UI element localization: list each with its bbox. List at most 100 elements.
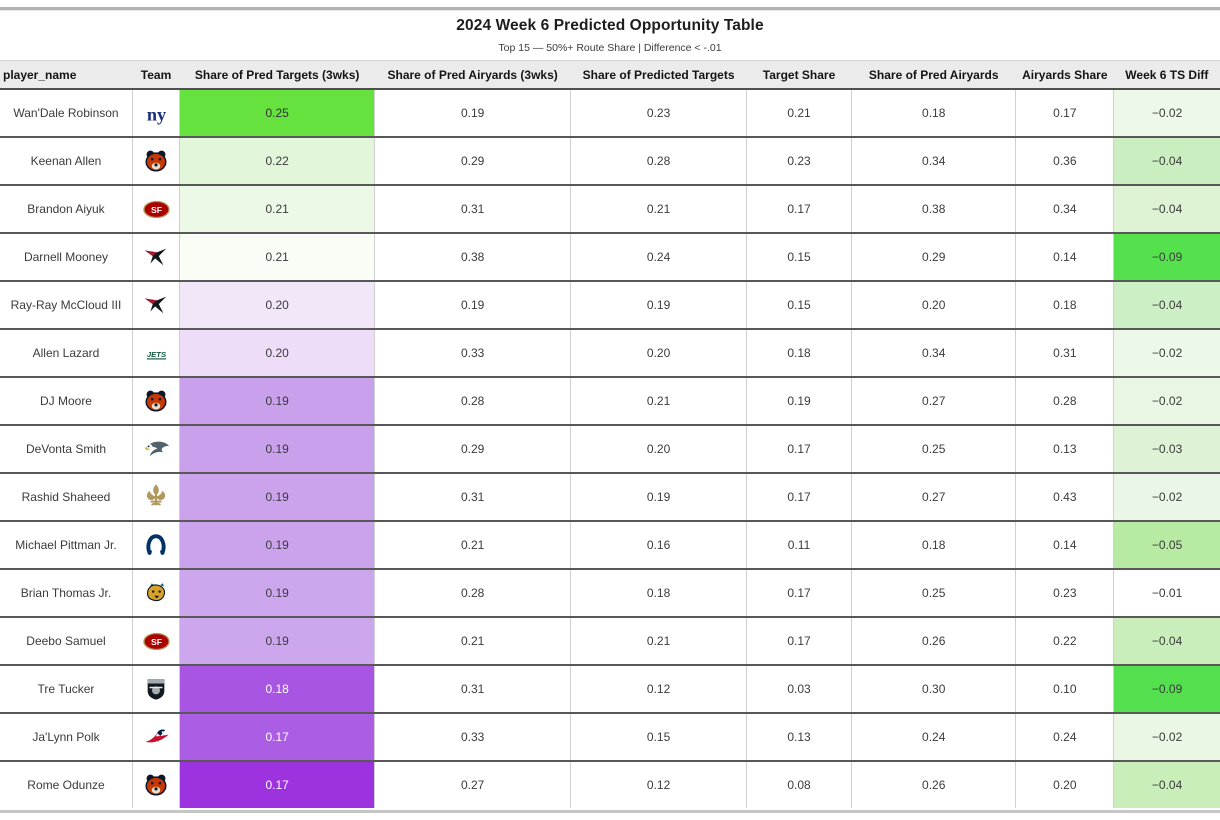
column-header-share-pred-airyards: Share of Pred Airyards — [851, 60, 1016, 90]
pred-airyards-3wks-cell: 0.31 — [374, 472, 571, 521]
target-share-cell: 0.13 — [746, 712, 852, 761]
pred-airyards-3wks-cell: 0.29 — [374, 424, 571, 473]
airyards-share-cell: 0.31 — [1015, 328, 1114, 377]
table-row: Rome Odunze 0.17 0.27 0.12 0.08 0.26 0.20 −0.04 — [0, 760, 1220, 808]
airyards-share-cell: 0.23 — [1015, 568, 1114, 617]
share-pred-airyards-cell: 0.25 — [850, 568, 1016, 617]
week6-ts-diff-cell: −0.01 — [1113, 568, 1220, 617]
target-share-cell: 0.17 — [746, 424, 852, 473]
target-share-cell: 0.23 — [746, 136, 852, 185]
bears-logo-icon — [142, 387, 170, 415]
team-cell — [131, 664, 180, 713]
team-cell — [131, 280, 180, 329]
pred-airyards-3wks-cell: 0.21 — [374, 616, 571, 665]
share-pred-targets-cell: 0.24 — [570, 232, 747, 281]
pred-airyards-3wks-cell: 0.31 — [374, 184, 571, 233]
chart-subtitle: Top 15 — 50%+ Route Share | Difference <… — [498, 42, 722, 54]
pred-targets-3wks-cell: 0.19 — [179, 376, 375, 425]
target-share-cell: 0.18 — [746, 328, 852, 377]
pred-targets-3wks-cell: 0.20 — [179, 280, 375, 329]
player-name-cell: DeVonta Smith — [0, 424, 133, 473]
player-name-cell: Allen Lazard — [0, 328, 133, 377]
pred-targets-3wks-cell: 0.17 — [179, 760, 375, 808]
pred-airyards-3wks-cell: 0.27 — [374, 760, 571, 808]
week6-ts-diff-cell: −0.04 — [1113, 280, 1220, 329]
share-pred-targets-cell: 0.15 — [570, 712, 747, 761]
share-pred-targets-cell: 0.18 — [570, 568, 747, 617]
pred-targets-3wks-cell: 0.22 — [179, 136, 375, 185]
team-cell — [131, 712, 180, 761]
target-share-cell: 0.21 — [746, 88, 852, 137]
week6-ts-diff-cell: −0.04 — [1113, 136, 1220, 185]
pred-airyards-3wks-cell: 0.28 — [374, 568, 571, 617]
share-pred-airyards-cell: 0.18 — [850, 88, 1016, 137]
bears-logo-icon — [142, 771, 170, 799]
pred-targets-3wks-cell: 0.19 — [179, 520, 375, 569]
niners-logo-icon: SF — [142, 195, 170, 223]
table-row: Michael Pittman Jr. 0.19 0.21 0.16 0.11 0.18 0… — [0, 520, 1220, 569]
chart-title: 2024 Week 6 Predicted Opportunity Table — [456, 17, 764, 34]
share-pred-airyards-cell: 0.34 — [850, 136, 1016, 185]
table-row: Ray-Ray McCloud III 0.20 0.19 0.19 0.15 0.20 0… — [0, 280, 1220, 329]
pred-targets-3wks-cell: 0.20 — [179, 328, 375, 377]
target-share-cell: 0.17 — [746, 184, 852, 233]
airyards-share-cell: 0.18 — [1015, 280, 1114, 329]
airyards-share-cell: 0.10 — [1015, 664, 1114, 713]
target-share-cell: 0.17 — [746, 472, 852, 521]
share-pred-airyards-cell: 0.29 — [850, 232, 1016, 281]
column-header-week6-ts-diff: Week 6 TS Diff — [1113, 60, 1220, 90]
share-pred-targets-cell: 0.12 — [570, 664, 747, 713]
top-divider — [0, 7, 1220, 11]
target-share-cell: 0.17 — [746, 568, 852, 617]
jaguars-logo-icon — [142, 579, 170, 607]
bears-logo-icon — [142, 147, 170, 175]
colts-logo-icon — [142, 531, 170, 559]
airyards-share-cell: 0.43 — [1015, 472, 1114, 521]
team-cell: SF — [131, 616, 180, 665]
table-header-row: player_name Team Share of Pred Targets (3w… — [0, 60, 1220, 90]
target-share-cell: 0.19 — [746, 376, 852, 425]
share-pred-airyards-cell: 0.30 — [850, 664, 1016, 713]
team-cell — [131, 568, 180, 617]
week6-ts-diff-cell: −0.02 — [1113, 712, 1220, 761]
week6-ts-diff-cell: −0.03 — [1113, 424, 1220, 473]
pred-targets-3wks-cell: 0.21 — [179, 232, 375, 281]
airyards-share-cell: 0.20 — [1015, 760, 1114, 808]
team-cell — [131, 424, 180, 473]
pred-targets-3wks-cell: 0.19 — [179, 616, 375, 665]
svg-text:SF: SF — [151, 636, 162, 646]
week6-ts-diff-cell: −0.04 — [1113, 616, 1220, 665]
saints-logo-icon — [142, 483, 170, 511]
svg-text:SF: SF — [151, 204, 162, 214]
player-name-cell: Michael Pittman Jr. — [0, 520, 133, 569]
pred-airyards-3wks-cell: 0.29 — [374, 136, 571, 185]
table-row: Rashid Shaheed 0.19 0.31 0.19 0.17 0.27 0.43 −0… — [0, 472, 1220, 521]
bottom-divider — [0, 810, 1220, 813]
pred-airyards-3wks-cell: 0.21 — [374, 520, 571, 569]
svg-text:ny: ny — [146, 104, 165, 124]
week6-ts-diff-cell: −0.02 — [1113, 376, 1220, 425]
column-header-airyards-share: Airyards Share — [1015, 60, 1114, 90]
pred-targets-3wks-cell: 0.19 — [179, 424, 375, 473]
share-pred-airyards-cell: 0.18 — [850, 520, 1016, 569]
table-row: Tre Tucker 0.18 0.31 0.12 0.03 0.30 0.10 −0.09 — [0, 664, 1220, 713]
pred-airyards-3wks-cell: 0.33 — [374, 328, 571, 377]
share-pred-targets-cell: 0.19 — [570, 280, 747, 329]
week6-ts-diff-cell: −0.02 — [1113, 88, 1220, 137]
table-row: Deebo Samuel SF 0.19 0.21 0.21 0.17 0.26 0.22 −0… — [0, 616, 1220, 665]
week6-ts-diff-cell: −0.02 — [1113, 472, 1220, 521]
column-header-pred-targets-3wks: Share of Pred Targets (3wks) — [179, 60, 375, 90]
table-row: Brian Thomas Jr. 0.19 0.28 0.18 0.17 0.25 0.23… — [0, 568, 1220, 617]
table-body: Wan'Dale Robinson ny 0.25 0.19 0.23 0.21 0.18 0… — [0, 88, 1220, 808]
player-name-cell: DJ Moore — [0, 376, 133, 425]
airyards-share-cell: 0.14 — [1015, 520, 1114, 569]
pred-airyards-3wks-cell: 0.19 — [374, 280, 571, 329]
pred-airyards-3wks-cell: 0.28 — [374, 376, 571, 425]
table-row: DJ Moore 0.19 0.28 0.21 0.19 0.27 0.28 −0.02 — [0, 376, 1220, 425]
team-cell: SF — [131, 184, 180, 233]
target-share-cell: 0.15 — [746, 232, 852, 281]
eagles-logo-icon — [142, 435, 170, 463]
share-pred-airyards-cell: 0.25 — [850, 424, 1016, 473]
share-pred-airyards-cell: 0.20 — [850, 280, 1016, 329]
patriots-logo-icon — [142, 723, 170, 751]
